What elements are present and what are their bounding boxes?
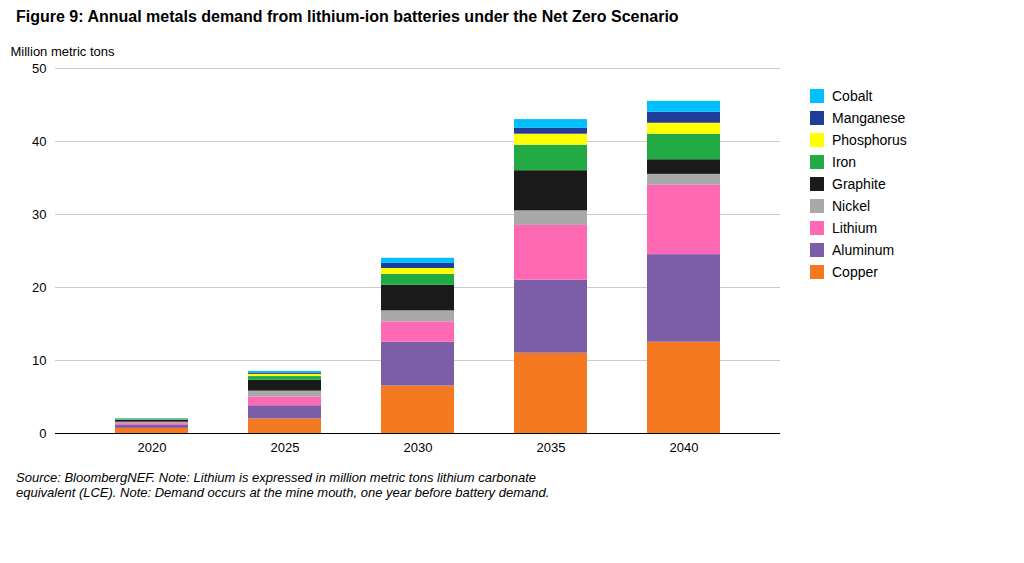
svg-text:2020: 2020 bbox=[138, 440, 167, 455]
svg-text:2035: 2035 bbox=[537, 440, 566, 455]
svg-text:0: 0 bbox=[39, 426, 46, 441]
svg-text:40: 40 bbox=[32, 134, 46, 149]
svg-text:2030: 2030 bbox=[404, 440, 433, 455]
html-text:Nickel: Nickel bbox=[832, 198, 871, 214]
svg-text:Million metric tons: Million metric tons bbox=[11, 44, 116, 59]
html-text:Phosphorus: Phosphorus bbox=[832, 132, 907, 148]
svg-text:2040: 2040 bbox=[670, 440, 699, 455]
html-text:Aluminum: Aluminum bbox=[832, 242, 895, 258]
html-text:Lithium: Lithium bbox=[832, 220, 878, 236]
html-text:Source: BloombergNEF. Note: Li: Source: BloombergNEF. Note: Lithium is e… bbox=[16, 470, 550, 500]
svg-text:50: 50 bbox=[32, 61, 46, 76]
html-text:Graphite: Graphite bbox=[832, 176, 886, 192]
html-text:Figure 9: Annual metals demand: Figure 9: Annual metals demand from lith… bbox=[16, 8, 679, 25]
html-text:Manganese: Manganese bbox=[832, 110, 906, 126]
svg-text:10: 10 bbox=[32, 353, 46, 368]
svg-text:20: 20 bbox=[32, 280, 46, 295]
html-text:Copper: Copper bbox=[832, 264, 878, 280]
html-text:Iron: Iron bbox=[832, 154, 857, 170]
svg-text:2025: 2025 bbox=[271, 440, 300, 455]
html-text:Cobalt: Cobalt bbox=[832, 88, 873, 104]
svg-text:30: 30 bbox=[32, 207, 46, 222]
